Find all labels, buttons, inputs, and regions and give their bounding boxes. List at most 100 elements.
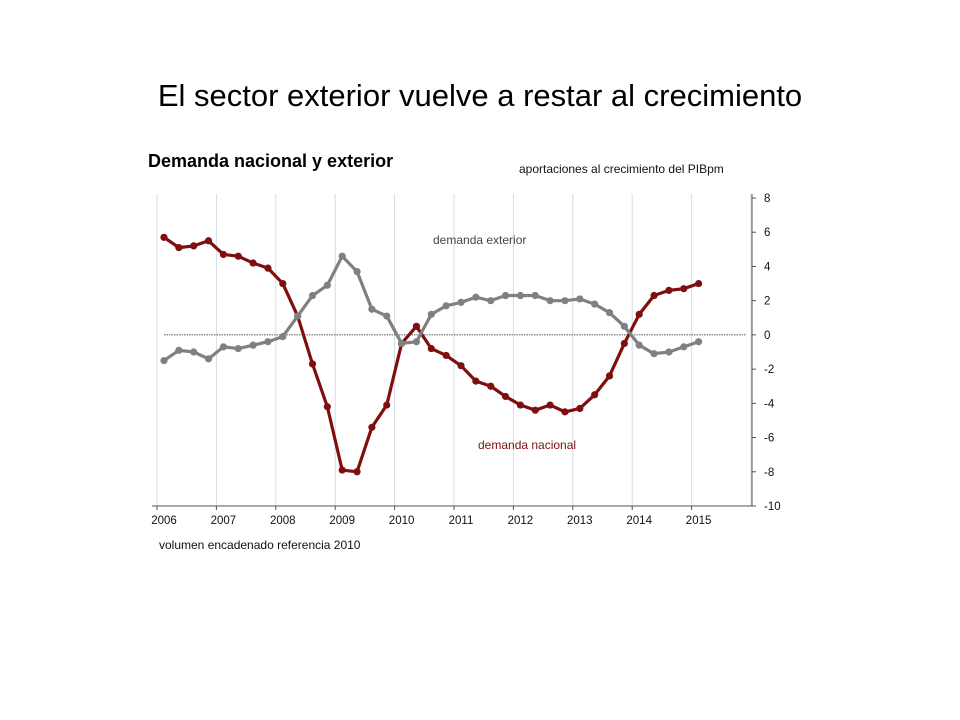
data-point-demanda-nacional <box>650 291 658 300</box>
y-tick-label: 0 <box>764 330 770 342</box>
data-point-demanda-exterior <box>650 350 658 358</box>
data-point-demanda-exterior <box>264 338 272 346</box>
data-point-demanda-exterior <box>695 338 703 346</box>
data-point-demanda-nacional <box>591 391 599 399</box>
data-point-demanda-nacional <box>546 401 554 409</box>
series-line-demanda-exterior <box>162 254 701 363</box>
grid-layer <box>156 194 752 506</box>
data-point-demanda-exterior <box>353 267 361 276</box>
data-point-demanda-exterior <box>279 333 287 341</box>
x-tick-label: 2009 <box>329 515 355 527</box>
data-point-demanda-exterior <box>219 343 227 351</box>
data-point-demanda-nacional <box>338 466 346 474</box>
data-point-demanda-nacional <box>249 259 257 267</box>
data-point-demanda-nacional <box>383 401 391 409</box>
data-point-demanda-nacional <box>427 344 435 353</box>
data-point-demanda-exterior <box>531 291 539 300</box>
data-point-demanda-exterior <box>576 295 584 303</box>
data-point-demanda-exterior <box>487 297 495 305</box>
data-point-demanda-exterior <box>472 293 480 301</box>
data-point-demanda-nacional <box>353 468 361 476</box>
data-point-demanda-nacional <box>190 242 198 250</box>
data-point-demanda-nacional <box>472 377 480 385</box>
y-tick-label: 6 <box>764 227 770 239</box>
data-point-demanda-exterior <box>308 291 317 300</box>
data-point-demanda-exterior <box>427 310 435 318</box>
x-tick-label: 2012 <box>508 515 534 527</box>
y-tick-label: -6 <box>764 433 774 445</box>
data-point-demanda-nacional <box>204 237 213 245</box>
y-tick-label: -4 <box>764 398 775 410</box>
data-point-demanda-exterior <box>412 338 421 346</box>
data-point-demanda-exterior <box>204 355 213 363</box>
x-tick-label: 2007 <box>211 515 237 527</box>
data-point-demanda-nacional <box>412 322 421 330</box>
x-tick-label: 2011 <box>449 515 474 527</box>
data-point-demanda-nacional <box>516 401 525 409</box>
x-tick-label: 2015 <box>686 515 712 527</box>
y-tick-label: -10 <box>764 501 781 513</box>
data-point-demanda-exterior <box>501 291 510 300</box>
data-point-demanda-exterior <box>160 356 168 365</box>
data-point-demanda-exterior <box>442 302 450 310</box>
axis-layer: 2006 2007 2008 2009 2010 2011 2012 2013 2014 2015… <box>151 193 780 527</box>
y-tick-label: -8 <box>764 467 774 479</box>
data-point-demanda-nacional <box>368 423 376 431</box>
data-point-demanda-nacional <box>665 286 673 294</box>
data-point-demanda-exterior <box>190 348 198 356</box>
label-layer: demanda nacional demanda exterior <box>433 233 576 452</box>
x-tick-label: 2006 <box>151 515 177 527</box>
data-point-demanda-exterior <box>665 348 673 356</box>
series-label-demanda-exterior: demanda exterior <box>433 233 526 247</box>
chart-footnote: volumen encadenado referencia 2010 <box>159 538 361 552</box>
x-tick-label: 2013 <box>567 515 593 527</box>
data-point-demanda-exterior <box>620 322 628 330</box>
data-point-demanda-exterior <box>591 300 599 308</box>
data-point-demanda-nacional <box>620 339 628 348</box>
chart-title: Demanda nacional y exterior <box>148 151 393 171</box>
data-point-demanda-exterior <box>383 312 391 320</box>
x-tick-label: 2008 <box>270 515 296 527</box>
data-point-demanda-nacional <box>487 382 495 390</box>
data-point-demanda-nacional <box>695 279 703 288</box>
data-point-demanda-nacional <box>501 392 510 401</box>
y-tick-label: -2 <box>764 364 774 376</box>
data-point-demanda-exterior <box>516 291 525 300</box>
data-point-demanda-nacional <box>561 408 569 416</box>
data-point-demanda-exterior <box>323 281 331 289</box>
data-point-demanda-nacional <box>264 264 272 272</box>
y-tick-label: 2 <box>764 296 770 308</box>
data-point-demanda-exterior <box>546 297 554 305</box>
data-point-demanda-nacional <box>279 279 287 288</box>
series-layer <box>160 233 703 476</box>
data-point-demanda-nacional <box>308 360 317 368</box>
data-point-demanda-nacional <box>175 244 183 252</box>
data-point-demanda-exterior <box>635 341 643 349</box>
data-point-demanda-nacional <box>605 372 614 380</box>
chart-subtitle: aportaciones al crecimiento del PIBpm <box>519 162 724 176</box>
data-point-demanda-exterior <box>457 298 465 306</box>
slide-title: El sector exterior vuelve a restar al cr… <box>157 78 803 113</box>
data-point-demanda-nacional <box>160 233 168 241</box>
data-point-demanda-exterior <box>398 339 406 348</box>
x-tick-label: 2010 <box>389 515 415 527</box>
y-tick-label: 4 <box>764 261 771 273</box>
data-point-demanda-nacional <box>531 406 539 414</box>
series-label-demanda-nacional: demanda nacional <box>478 438 576 452</box>
data-point-demanda-exterior <box>338 252 346 260</box>
data-point-demanda-nacional <box>680 285 688 293</box>
data-point-demanda-nacional <box>219 250 227 259</box>
data-point-demanda-exterior <box>561 297 569 305</box>
data-point-demanda-exterior <box>680 343 688 351</box>
y-tick-label: 8 <box>764 193 770 205</box>
data-point-demanda-exterior <box>368 305 376 313</box>
data-point-demanda-exterior <box>605 309 614 317</box>
x-tick-label: 2014 <box>626 515 652 527</box>
data-point-demanda-nacional <box>576 404 584 413</box>
data-point-demanda-nacional <box>323 403 331 411</box>
data-point-demanda-exterior <box>249 341 257 349</box>
data-point-demanda-exterior <box>234 344 242 353</box>
data-point-demanda-nacional <box>457 362 465 370</box>
data-point-demanda-nacional <box>635 310 643 318</box>
